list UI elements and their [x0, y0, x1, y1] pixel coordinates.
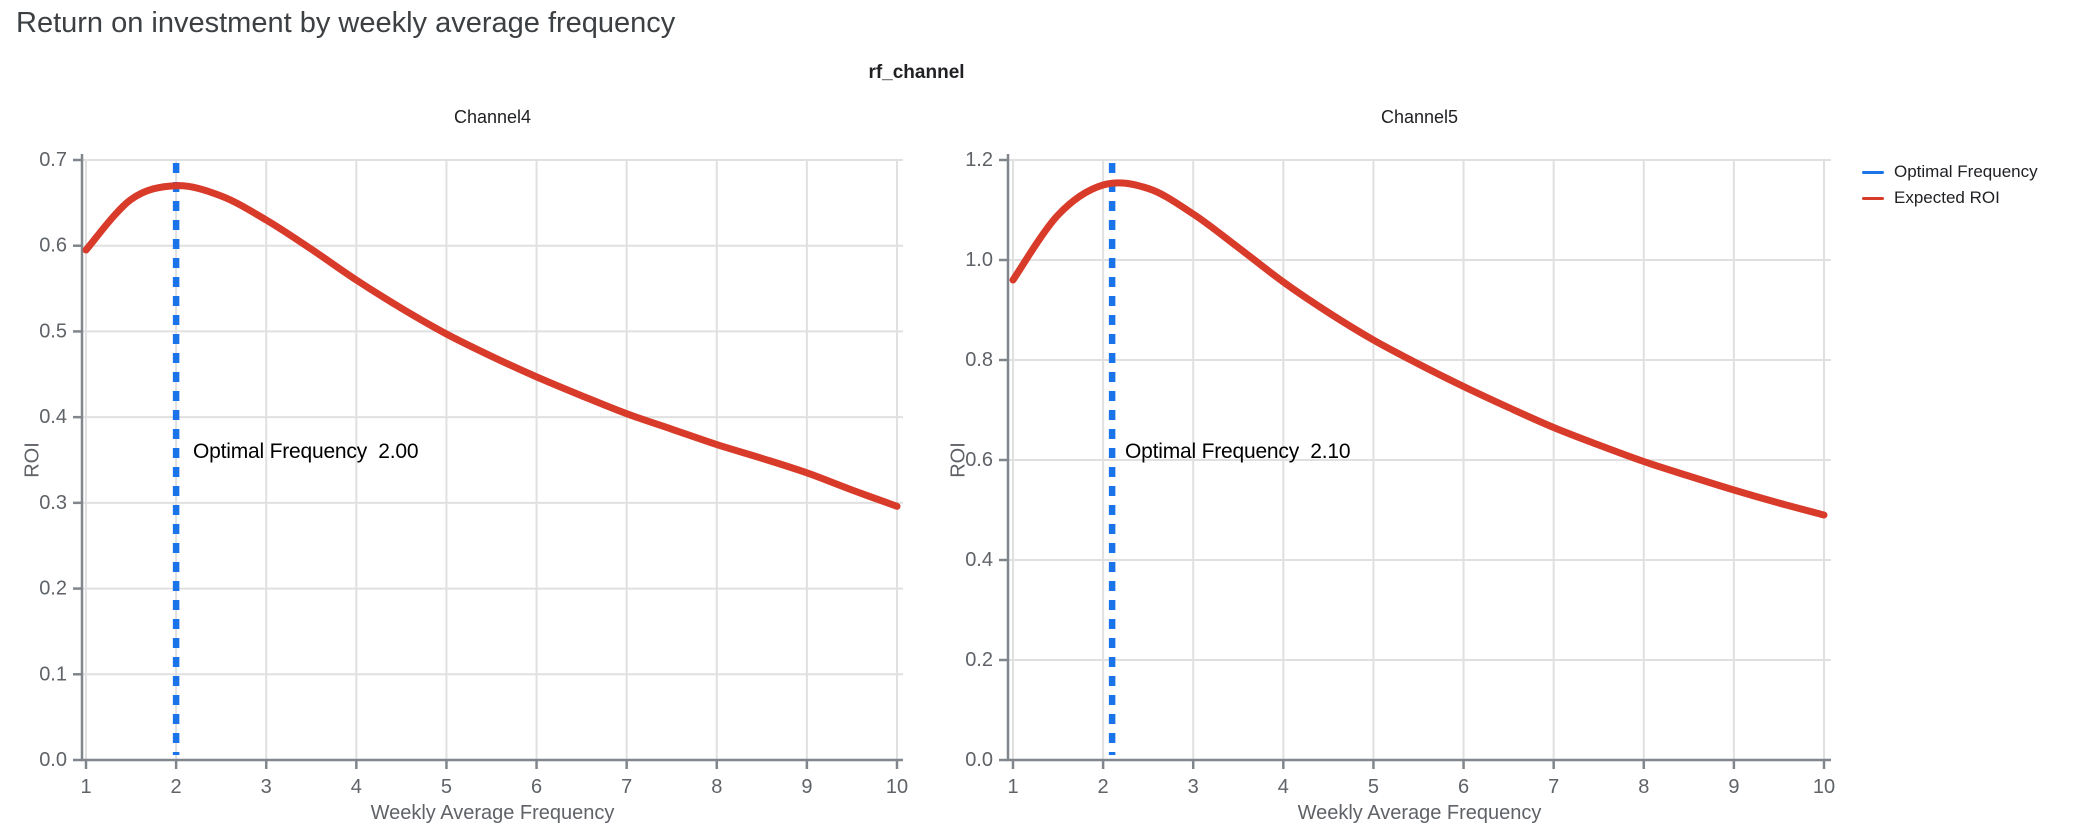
x-tick-label: 8 [1638, 776, 1649, 798]
y-tick-label: 0.4 [965, 549, 993, 571]
x-tick-label: 8 [711, 776, 722, 798]
expected-roi-line-swatch [1862, 196, 1884, 200]
y-tick-label: 0.2 [965, 649, 993, 671]
x-tick-label: 9 [801, 776, 812, 798]
x-tick-label: 1 [1007, 776, 1018, 798]
x-tick-label: 7 [621, 776, 632, 798]
y-tick-label: 0.0 [965, 749, 993, 771]
chart-title-channel5: Channel5 [1380, 107, 1459, 127]
x-tick-label: 6 [531, 776, 542, 798]
expected-roi-curve [82, 182, 901, 510]
x-tick-label: 10 [1813, 776, 1835, 798]
optimal-frequency-annotation-channel4: Optimal Frequency 2.00 [193, 440, 419, 463]
x-tick-label: 1 [80, 776, 91, 798]
y-tick-label: 0.6 [965, 449, 993, 471]
y-tick-label: 1.2 [965, 149, 993, 171]
facet-strip-label: rf_channel [868, 62, 965, 83]
x-tick-label: 2 [1098, 776, 1109, 798]
x-axis-label-channel4: Weekly Average Frequency [370, 802, 615, 824]
x-tick-label: 7 [1548, 776, 1559, 798]
x-tick-label: 10 [886, 776, 908, 798]
y-tick-label: 0.5 [39, 320, 67, 342]
legend-label: Expected ROI [1894, 188, 2000, 207]
x-tick-label: 2 [171, 776, 182, 798]
chart-title-channel4: Channel4 [453, 107, 532, 127]
legend: Optimal Frequency Expected ROI [1862, 162, 2038, 208]
x-tick-label: 5 [441, 776, 452, 798]
x-tick-label: 4 [1278, 776, 1289, 798]
legend-label: Optimal Frequency [1894, 162, 2038, 181]
x-tick-label: 4 [351, 776, 362, 798]
x-tick-label: 3 [261, 776, 272, 798]
y-tick-label: 0.1 [39, 663, 67, 685]
optimal-frequency-line-swatch [1862, 170, 1884, 174]
y-tick-label: 0.2 [39, 578, 67, 600]
x-tick-label: 9 [1728, 776, 1739, 798]
legend-item-expected-roi: Expected ROI [1862, 188, 2038, 208]
x-tick-label: 3 [1188, 776, 1199, 798]
y-tick-label: 0.8 [965, 349, 993, 371]
y-tick-label: 0.3 [39, 492, 67, 514]
x-axis-label-channel5: Weekly Average Frequency [1297, 802, 1542, 824]
legend-item-optimal-frequency: Optimal Frequency [1862, 162, 2038, 182]
expected-roi-curve [1009, 179, 1828, 519]
y-axis-label-channel5: ROI [947, 442, 970, 478]
x-tick-label: 6 [1458, 776, 1469, 798]
optimal-frequency-annotation-channel5: Optimal Frequency 2.10 [1125, 440, 1351, 463]
y-tick-label: 0.6 [39, 235, 67, 257]
y-tick-label: 0.4 [39, 406, 67, 428]
page-title: Return on investment by weekly average f… [16, 7, 676, 39]
y-tick-label: 0.7 [39, 149, 67, 171]
x-tick-label: 5 [1368, 776, 1379, 798]
y-axis-label-channel4: ROI [21, 442, 44, 478]
y-tick-label: 0.0 [39, 749, 67, 771]
y-tick-label: 1.0 [965, 249, 993, 271]
